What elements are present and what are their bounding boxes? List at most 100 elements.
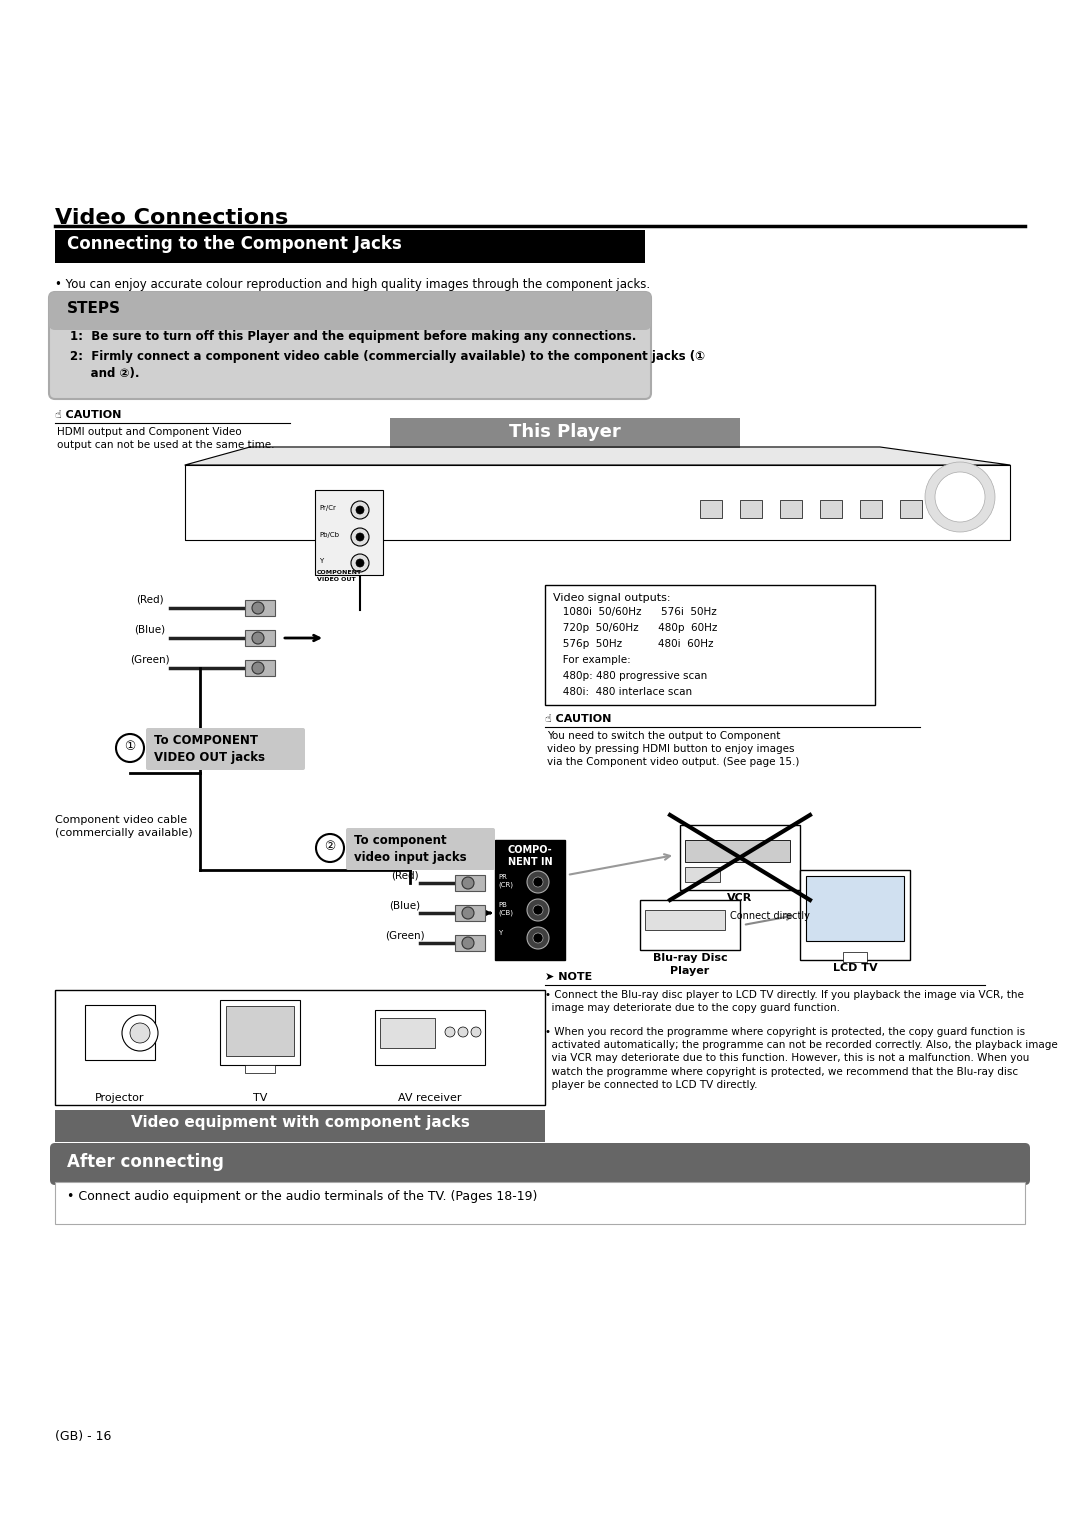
Circle shape — [351, 501, 369, 519]
Text: HDMI output and Component Video
output can not be used at the same time.: HDMI output and Component Video output c… — [57, 428, 274, 450]
Text: 1080i  50/60Hz      576i  50Hz: 1080i 50/60Hz 576i 50Hz — [553, 608, 717, 617]
Polygon shape — [185, 466, 1010, 541]
Bar — [800, 870, 910, 960]
Circle shape — [356, 559, 364, 567]
Bar — [455, 875, 485, 890]
Text: For example:: For example: — [553, 655, 631, 664]
Text: Blu-ray Disc
Player: Blu-ray Disc Player — [652, 953, 727, 976]
Text: • You can enjoy accurate colour reproduction and high quality images through the: • You can enjoy accurate colour reproduc… — [55, 278, 650, 292]
Circle shape — [351, 528, 369, 547]
Bar — [455, 935, 485, 951]
Bar — [455, 906, 485, 921]
Text: • Connect audio equipment or the audio terminals of the TV. (Pages 18-19): • Connect audio equipment or the audio t… — [67, 1190, 538, 1203]
Bar — [780, 499, 802, 518]
Circle shape — [462, 876, 474, 889]
Circle shape — [252, 663, 264, 673]
Text: COMPONENT
VIDEO OUT: COMPONENT VIDEO OUT — [318, 570, 362, 582]
Circle shape — [471, 1028, 481, 1037]
Text: 1:  Be sure to turn off this Player and the equipment before making any connecti: 1: Be sure to turn off this Player and t… — [70, 330, 636, 344]
Bar — [685, 840, 789, 863]
Circle shape — [534, 933, 543, 944]
Text: ②: ② — [324, 840, 336, 854]
Text: To COMPONENT
VIDEO OUT jacks: To COMPONENT VIDEO OUT jacks — [154, 734, 265, 764]
FancyBboxPatch shape — [49, 292, 651, 399]
Text: Y: Y — [498, 930, 502, 936]
Circle shape — [935, 472, 985, 522]
Circle shape — [462, 938, 474, 948]
Bar — [245, 631, 275, 646]
Text: (Green): (Green) — [386, 930, 424, 941]
Circle shape — [924, 463, 995, 531]
Text: 480i:  480 interlace scan: 480i: 480 interlace scan — [553, 687, 692, 696]
Text: Pr/Cr: Pr/Cr — [319, 505, 336, 512]
Text: LCD TV: LCD TV — [833, 964, 877, 973]
Text: Connect directly: Connect directly — [730, 912, 810, 921]
Bar — [860, 499, 882, 518]
Circle shape — [534, 876, 543, 887]
Circle shape — [527, 899, 549, 921]
Text: Y: Y — [319, 557, 323, 563]
Bar — [380, 1019, 435, 1048]
Polygon shape — [185, 447, 1010, 466]
Circle shape — [356, 533, 364, 541]
Text: STEPS: STEPS — [67, 301, 121, 316]
Bar — [685, 867, 720, 883]
Text: This Player: This Player — [509, 423, 621, 441]
Circle shape — [527, 927, 549, 948]
Bar — [495, 840, 565, 960]
Text: Projector: Projector — [95, 1093, 145, 1102]
Bar — [700, 499, 723, 518]
Text: PB
(CB): PB (CB) — [498, 902, 513, 916]
Text: (Blue): (Blue) — [390, 899, 420, 910]
Text: Video Connections: Video Connections — [55, 208, 288, 228]
Bar — [740, 499, 762, 518]
Bar — [390, 418, 740, 447]
Text: (Green): (Green) — [131, 655, 170, 664]
Text: After connecting: After connecting — [67, 1153, 224, 1171]
Text: 576p  50Hz           480i  60Hz: 576p 50Hz 480i 60Hz — [553, 638, 714, 649]
Bar — [245, 600, 275, 615]
Text: 2:  Firmly connect a component video cable (commercially available) to the compo: 2: Firmly connect a component video cabl… — [70, 350, 705, 363]
Bar — [640, 899, 740, 950]
Text: • When you record the programme where copyright is protected, the copy guard fun: • When you record the programme where co… — [545, 1028, 1057, 1090]
Circle shape — [351, 554, 369, 573]
Circle shape — [458, 1028, 468, 1037]
Text: VCR: VCR — [727, 893, 753, 902]
Bar — [55, 1110, 545, 1142]
Bar — [226, 1006, 294, 1057]
Bar — [85, 1005, 156, 1060]
Text: COMPO-
NENT IN: COMPO- NENT IN — [508, 844, 552, 867]
Text: and ②).: and ②). — [70, 366, 139, 380]
Bar — [843, 951, 867, 962]
Text: (Blue): (Blue) — [134, 625, 165, 635]
Circle shape — [527, 870, 549, 893]
Text: Pb/Cb: Pb/Cb — [319, 531, 339, 538]
Bar — [645, 910, 725, 930]
Text: ☝ CAUTION: ☝ CAUTION — [545, 715, 611, 724]
Text: 480p: 480 progressive scan: 480p: 480 progressive scan — [553, 670, 707, 681]
Text: To component
video input jacks: To component video input jacks — [354, 834, 467, 864]
Bar — [820, 499, 842, 518]
Bar — [900, 499, 922, 518]
Bar — [245, 660, 275, 676]
Bar — [55, 1182, 1025, 1225]
Bar — [806, 876, 904, 941]
Bar — [55, 312, 645, 324]
Text: Video equipment with component jacks: Video equipment with component jacks — [131, 1115, 470, 1130]
Text: PR
(CR): PR (CR) — [498, 873, 513, 887]
Text: ①: ① — [124, 741, 136, 753]
Text: AV receiver: AV receiver — [399, 1093, 462, 1102]
Text: Video signal outputs:: Video signal outputs: — [553, 592, 671, 603]
Text: ☝ CAUTION: ☝ CAUTION — [55, 411, 121, 420]
Circle shape — [252, 602, 264, 614]
Text: TV: TV — [253, 1093, 267, 1102]
FancyBboxPatch shape — [49, 292, 651, 330]
Circle shape — [122, 1015, 158, 1051]
Bar — [315, 490, 383, 576]
FancyBboxPatch shape — [346, 828, 495, 870]
Circle shape — [534, 906, 543, 915]
Text: ➤ NOTE: ➤ NOTE — [545, 973, 592, 982]
Text: 720p  50/60Hz      480p  60Hz: 720p 50/60Hz 480p 60Hz — [553, 623, 717, 634]
Circle shape — [252, 632, 264, 644]
FancyBboxPatch shape — [50, 1144, 1030, 1185]
